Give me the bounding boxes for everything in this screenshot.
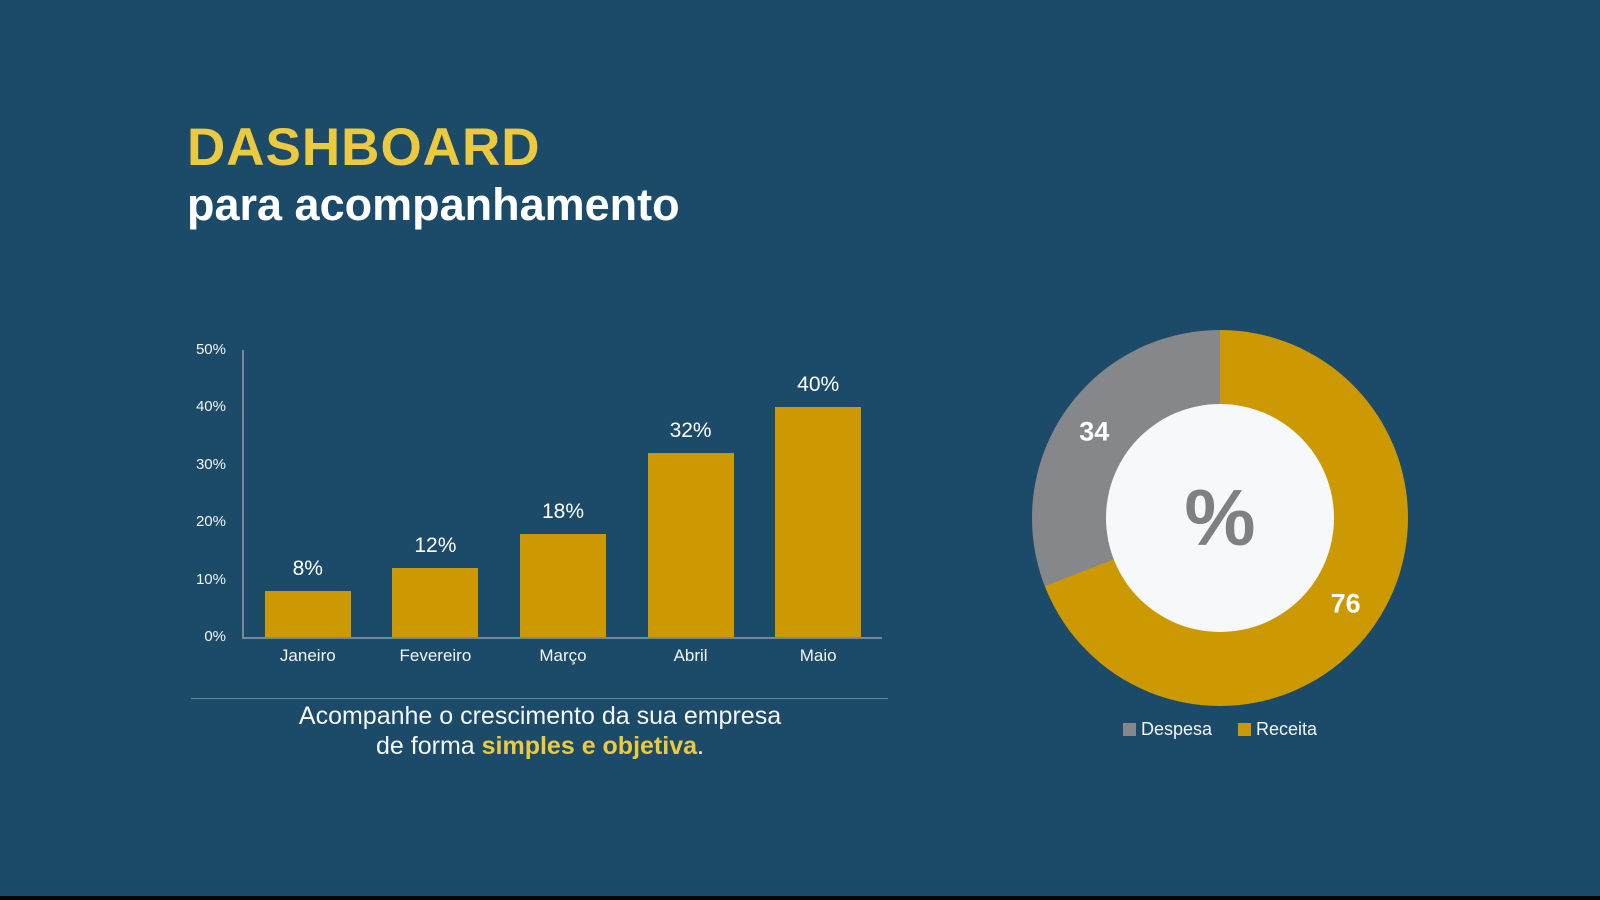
donut-center-symbol: %: [1184, 473, 1256, 562]
header: DASHBOARD para acompanhamento: [187, 120, 680, 227]
caption-line2-prefix: de forma: [376, 732, 482, 760]
legend-item-despesa: Despesa: [1122, 719, 1212, 740]
x-axis-label: Maio: [799, 646, 837, 665]
legend-label: Receita: [1256, 719, 1318, 739]
donut-hole: %: [1106, 404, 1334, 632]
bar-fevereiro: [392, 568, 479, 637]
y-axis-tick-label: 50%: [195, 341, 226, 358]
bar-março: [520, 533, 606, 637]
bar-abril: [647, 453, 734, 637]
bar-janeiro: [264, 591, 351, 637]
bar-chart-y-axis: 0% 10% 20% 30% 40% 50%: [190, 341, 226, 645]
y-axis-tick-label: 10%: [195, 570, 226, 588]
bar-value-label: 18%: [541, 499, 585, 523]
bar-value-label: 40%: [797, 373, 840, 397]
legend-swatch-icon: [1238, 723, 1251, 736]
page-subtitle: para acompanhamento: [187, 178, 680, 230]
legend-item-receita: Receita: [1238, 719, 1317, 740]
y-axis-tick-label: 30%: [195, 455, 226, 473]
bar-value-label: 8%: [292, 557, 323, 581]
bar-value-label: 12%: [414, 534, 457, 558]
donut-slice-value-receita: 76: [1330, 588, 1361, 619]
x-axis-label: Fevereiro: [399, 646, 472, 665]
bar-chart: 0% 10% 20% 30% 40% 50% 8% Janeiro 12% Fevereiro 1…: [190, 330, 890, 670]
page-title: DASHBOARD: [187, 118, 541, 177]
bar-maio: [775, 407, 862, 637]
caption-line2-highlight: simples e objetiva: [481, 732, 698, 760]
y-axis-tick-label: 20%: [195, 513, 226, 531]
x-axis-label: Abril: [673, 646, 708, 665]
legend-label: Despesa: [1140, 719, 1212, 739]
caption-line1: Acompanhe o crescimento da sua empresa: [298, 702, 782, 730]
x-axis-label: Janeiro: [279, 646, 336, 665]
donut-legend: Despesa Receita: [1032, 719, 1408, 740]
legend-swatch-icon: [1122, 723, 1136, 736]
bottom-bar: [0, 896, 1600, 900]
bar-value-label: 32%: [669, 419, 712, 443]
divider-line: [191, 698, 888, 699]
caption: Acompanhe o crescimento da sua empresa d…: [190, 701, 890, 761]
y-axis-tick-label: 0%: [204, 628, 226, 645]
y-axis-tick-label: 40%: [195, 398, 226, 416]
donut-chart: % 76 34: [1032, 330, 1408, 706]
caption-line2-suffix: .: [697, 732, 704, 760]
caption-line2: de forma simples e objetiva.: [190, 731, 890, 761]
bar-chart-plot: 8% Janeiro 12% Fevereiro 18% Março 32% Abril 40%…: [242, 350, 882, 665]
x-axis-label: Março: [539, 646, 587, 665]
donut-slice-value-despesa: 34: [1079, 416, 1110, 447]
